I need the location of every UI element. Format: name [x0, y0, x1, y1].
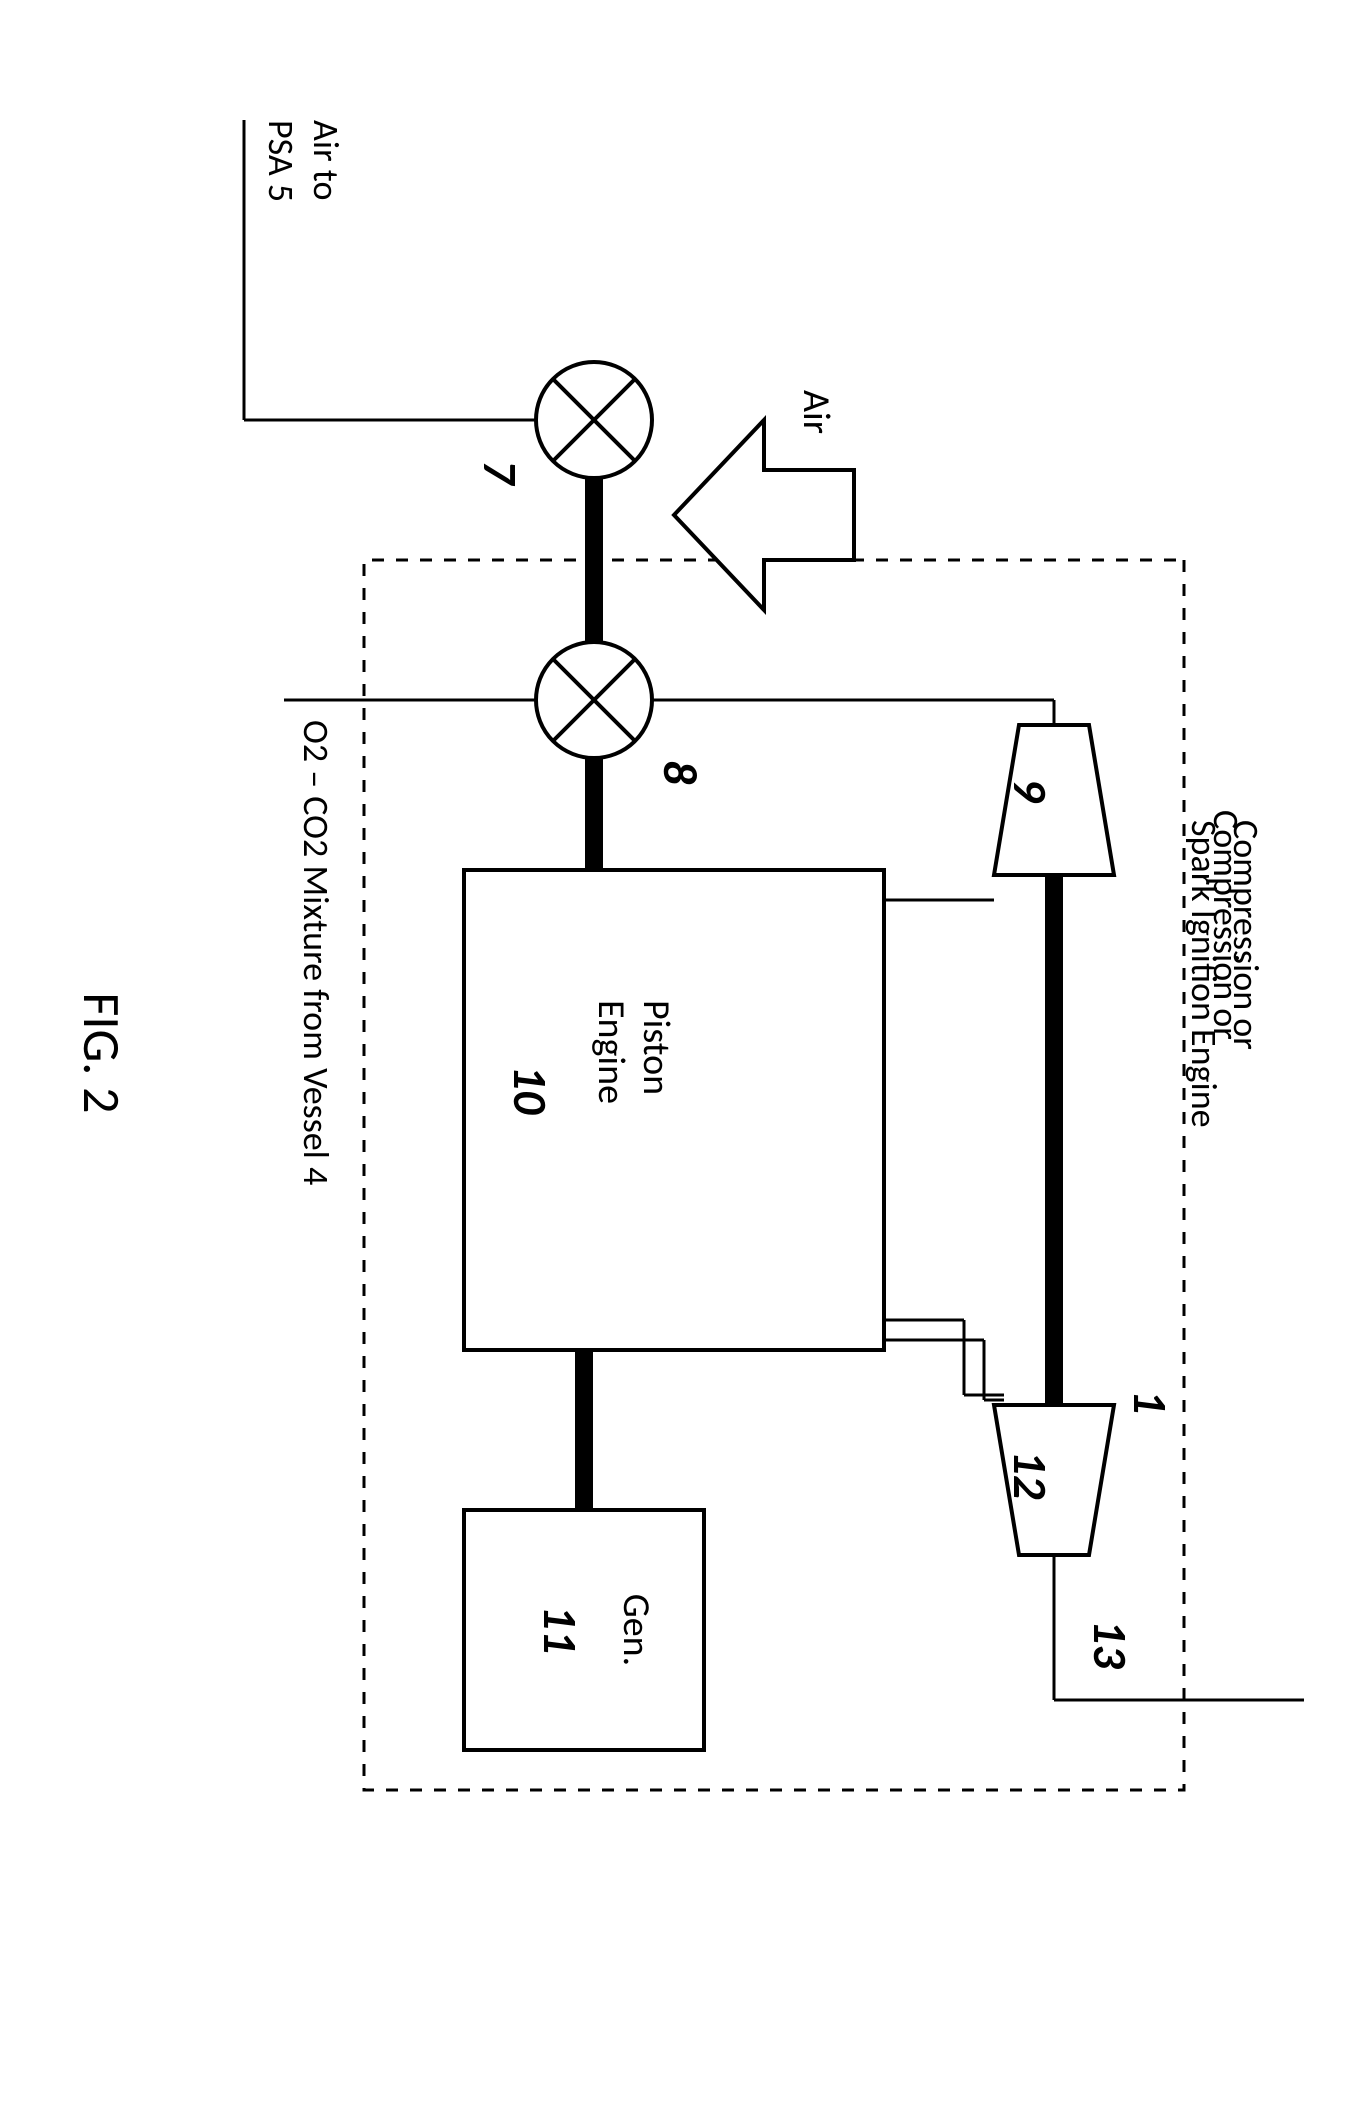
label-10: 10 — [501, 1066, 560, 1115]
label-1: 1 — [1121, 1390, 1180, 1414]
label-13: 13 — [1081, 1620, 1140, 1669]
gen-label: Gen. — [613, 1594, 659, 1666]
diagram-svg: Compression or Spark Ignition Engine Com… — [0, 0, 1364, 2106]
engine-title-1: Compression or — [1224, 820, 1268, 1050]
diagram-stage: Compression or Spark Ignition Engine Com… — [0, 0, 1364, 2106]
label-11: 11 — [531, 1606, 590, 1655]
label-9: 9 — [1001, 778, 1060, 804]
valve-8 — [536, 642, 652, 758]
label-7: 7 — [471, 460, 530, 487]
air-label: Air — [793, 390, 839, 434]
air-psa-2: PSA 5 — [259, 120, 303, 202]
figure-caption: FIG. 2 — [70, 992, 134, 1113]
piston-line1: Piston — [633, 1000, 679, 1095]
air-block-arrow — [674, 420, 854, 610]
valve-7 — [536, 362, 652, 478]
air-psa-1: Air to — [304, 120, 348, 200]
label-8: 8 — [651, 760, 710, 785]
label-12: 12 — [1001, 1451, 1060, 1500]
mixture-label: O2 – CO2 Mixture from Vessel 4 — [294, 720, 338, 1185]
engine-title-2: Spark Ignition Engine — [1182, 820, 1226, 1128]
piston-line2: Engine — [588, 1000, 634, 1104]
